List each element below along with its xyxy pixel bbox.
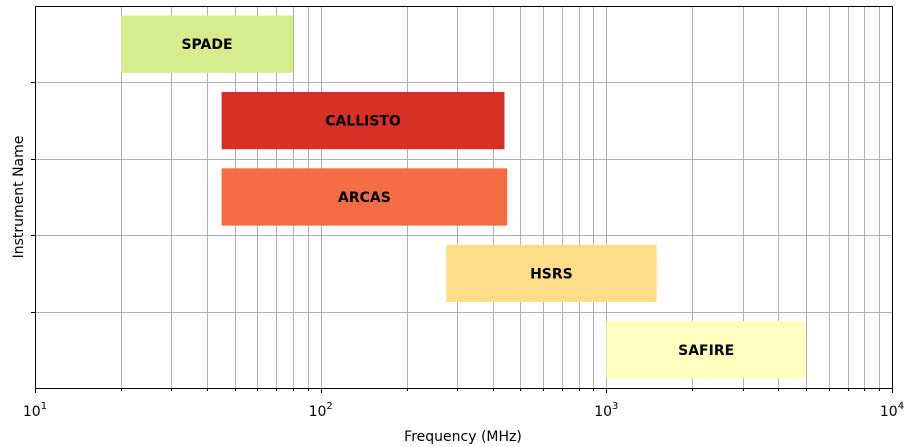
bar-hsrs [446, 244, 657, 303]
x-tick-label: 103 [594, 401, 618, 420]
y-axis-title: Instrument Name [11, 136, 27, 259]
bar-arcas [221, 168, 508, 226]
bar-label-safire: SAFIRE [678, 343, 734, 359]
x-axis-title: Frequency (MHz) [404, 429, 522, 445]
bar-label-callisto: CALLISTO [325, 114, 401, 130]
bars: SPADE CALLISTO ARCAS HSRS SAFIRE [31, 15, 807, 379]
bar-safire [606, 321, 807, 379]
x-ticks: 101 102 103 104 [23, 388, 904, 420]
bar-callisto [221, 91, 505, 150]
bar-label-hsrs: HSRS [530, 266, 573, 282]
bar-label-spade: SPADE [181, 37, 232, 53]
bar-spade [120, 15, 293, 73]
bar-label-arcas: ARCAS [338, 190, 391, 206]
plot-frame [35, 6, 893, 389]
x-tick-label: 101 [23, 401, 47, 420]
x-tick-label: 102 [309, 401, 333, 420]
x-tick-label: 104 [880, 401, 904, 420]
